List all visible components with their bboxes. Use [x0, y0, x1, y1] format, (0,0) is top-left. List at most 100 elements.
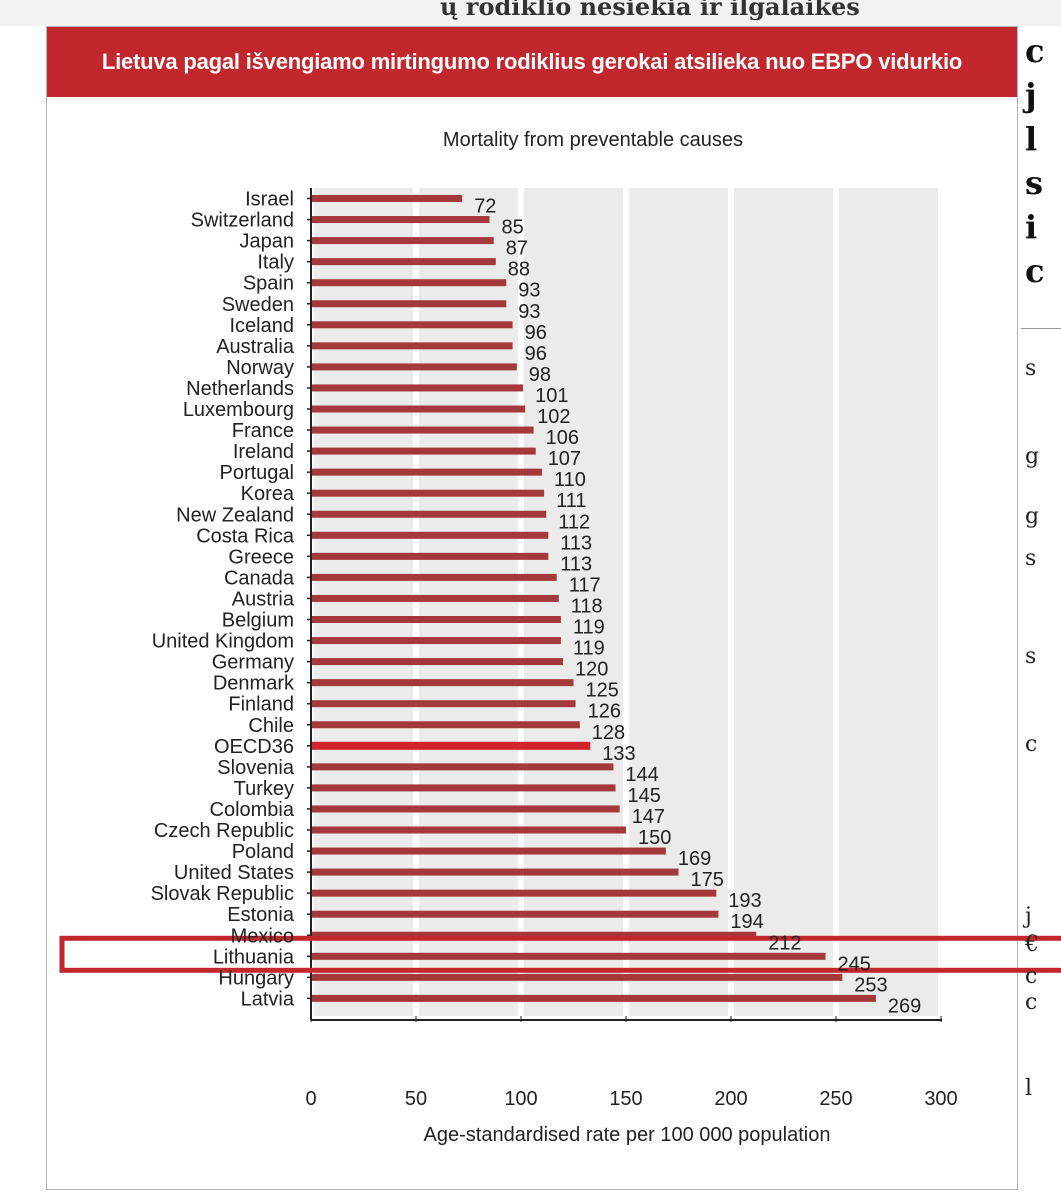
category-label: Finland: [228, 694, 294, 716]
category-label: Czech Republic: [154, 820, 294, 842]
bar-belgium: [311, 616, 561, 623]
side-heading-fragment: c: [1025, 32, 1045, 70]
category-label: Denmark: [213, 673, 295, 695]
value-label: 98: [529, 364, 551, 386]
value-label: 144: [625, 764, 658, 786]
bar-chile: [311, 721, 580, 729]
value-label: 125: [586, 680, 619, 702]
side-body-fragment: s: [1025, 644, 1037, 669]
bar-estonia: [311, 910, 719, 918]
category-label: France: [232, 420, 294, 442]
bar-finland: [311, 700, 576, 708]
category-label: Turkey: [234, 778, 294, 800]
category-label: United Kingdom: [152, 631, 294, 653]
value-label: 112: [558, 511, 590, 533]
side-body-fragment: c: [1025, 964, 1038, 989]
bar-israel: [311, 195, 463, 202]
value-label: 102: [537, 406, 570, 428]
category-label: United States: [174, 862, 294, 884]
bar-japan: [311, 237, 494, 245]
bar-denmark: [311, 679, 574, 687]
value-label: 169: [678, 848, 711, 870]
side-article-clip: c j l s i c s g g s s c j € c c l: [1021, 26, 1061, 1200]
bar-mexico: [311, 931, 757, 939]
value-label: 113: [560, 532, 592, 554]
category-label: Korea: [241, 483, 295, 505]
value-label: 96: [525, 343, 547, 365]
category-label: Norway: [226, 357, 294, 379]
category-label: New Zealand: [176, 504, 294, 526]
value-label: 101: [535, 385, 568, 407]
bar-turkey: [311, 784, 616, 792]
value-label: 145: [628, 785, 661, 807]
x-tick-label: 0: [305, 1088, 316, 1110]
bar-united-kingdom: [311, 637, 561, 645]
category-label: Mexico: [231, 925, 294, 947]
category-label: Germany: [212, 652, 294, 674]
value-label: 120: [575, 659, 608, 681]
bar-lithuania: [311, 952, 826, 960]
side-heading-fragment: j: [1025, 76, 1037, 114]
value-label: 269: [888, 995, 921, 1017]
bar-latvia: [311, 994, 876, 1002]
value-label: 88: [508, 259, 530, 281]
value-label: 117: [569, 574, 601, 596]
category-label: Greece: [228, 546, 294, 568]
x-tick-label: 50: [405, 1088, 427, 1110]
value-label: 175: [691, 869, 724, 891]
bar-czech-republic: [311, 826, 626, 834]
category-label: Canada: [224, 567, 295, 589]
value-label: 119: [573, 638, 605, 660]
bar-france: [311, 426, 534, 434]
x-tick-label: 200: [714, 1088, 747, 1110]
category-label: Hungary: [218, 967, 294, 989]
category-label: Iceland: [230, 315, 295, 337]
category-label: Spain: [243, 273, 294, 295]
side-body-fragment: g: [1025, 504, 1040, 529]
bar-sweden: [311, 300, 507, 308]
category-label: Switzerland: [191, 210, 294, 232]
bar-netherlands: [311, 384, 524, 392]
value-label: 93: [518, 301, 540, 323]
axis-layer: [59, 188, 1061, 1022]
category-label: Belgium: [222, 610, 294, 632]
side-heading-fragment: i: [1025, 208, 1038, 246]
value-label: 212: [768, 932, 801, 954]
x-axis-label: Age-standardised rate per 100 000 popula…: [424, 1124, 831, 1146]
bar-iceland: [311, 321, 513, 329]
bar-korea: [311, 489, 545, 497]
category-label: Japan: [240, 231, 295, 253]
side-body-fragment: s: [1025, 356, 1037, 381]
bar-austria: [311, 594, 559, 602]
grid-band: [734, 188, 833, 1016]
value-label: 193: [728, 890, 761, 912]
category-label: Estonia: [227, 904, 295, 926]
value-label: 253: [854, 974, 887, 996]
value-label: 85: [502, 217, 524, 239]
category-label: Sweden: [222, 294, 294, 316]
bar-colombia: [311, 805, 620, 813]
bar-portugal: [311, 468, 542, 476]
bar-poland: [311, 847, 666, 855]
bar-layer: [311, 195, 876, 1002]
value-label: 128: [592, 722, 625, 744]
bar-hungary: [311, 973, 843, 981]
bar-norway: [311, 363, 517, 371]
bar-canada: [311, 573, 557, 581]
x-tick-label: 300: [924, 1088, 957, 1110]
side-body-fragment: c: [1025, 732, 1038, 757]
category-label: Costa Rica: [196, 525, 295, 547]
side-heading-fragment: c: [1025, 252, 1045, 290]
side-body-fragment: g: [1025, 444, 1040, 469]
bar-switzerland: [311, 216, 490, 224]
value-label: 150: [638, 827, 671, 849]
side-body-fragment: j: [1025, 904, 1032, 929]
grid-band: [524, 188, 623, 1016]
bar-new-zealand: [311, 510, 547, 518]
category-label: Luxembourg: [183, 399, 294, 421]
label-layer: 72 Israel 85 Switzerland 87 Japan 88 Italy 93 Spa…: [151, 189, 958, 1111]
side-body-fragment: s: [1025, 546, 1037, 571]
category-label: Slovak Republic: [151, 883, 294, 905]
value-label: 119: [573, 617, 605, 639]
